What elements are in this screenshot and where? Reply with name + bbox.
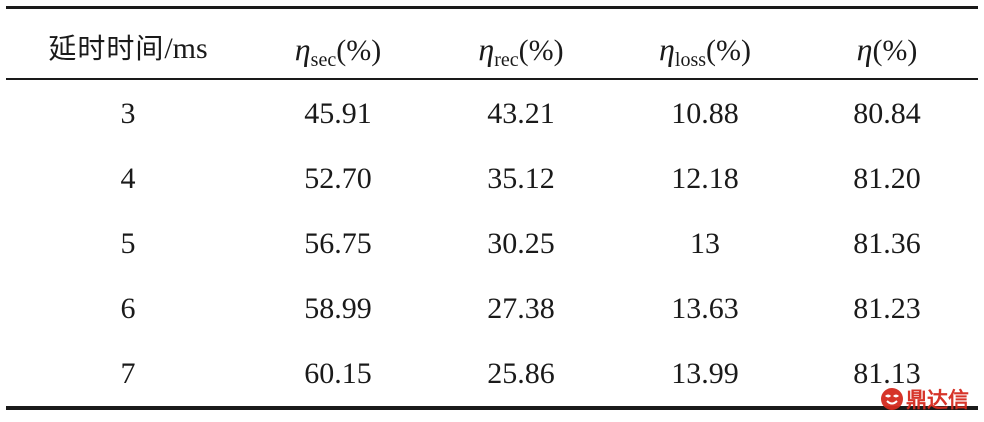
cell-eta-total: 81.23 [853, 292, 921, 325]
header-delay-time: 延时时间/ms [48, 34, 207, 64]
percent-unit: (%) [706, 34, 751, 67]
brand-logo-icon [881, 388, 903, 410]
cell-eta-loss: 13.63 [671, 292, 739, 325]
header-eta-sec: ηsec(%) [294, 31, 382, 71]
table-top-rule [6, 6, 978, 9]
cell-delay: 6 [120, 292, 136, 325]
cell-eta-rec: 35.12 [487, 162, 555, 195]
cell-eta-rec: 30.25 [487, 227, 555, 260]
eta-symbol: η [856, 31, 873, 67]
header-eta-rec: ηrec(%) [478, 31, 564, 71]
header-delay-unit: /ms [164, 32, 208, 65]
cell-eta-rec: 43.21 [487, 97, 555, 130]
percent-unit: (%) [336, 34, 382, 67]
cell-eta-loss: 13.99 [671, 357, 739, 390]
cell-eta-total: 80.84 [853, 97, 921, 130]
cell-eta-loss: 12.18 [671, 162, 739, 195]
eta-subscript: loss [674, 49, 707, 71]
table-header-rule [6, 78, 978, 80]
cell-eta-sec: 60.15 [304, 357, 372, 390]
watermark-text: 鼎达信 [906, 388, 969, 412]
percent-unit: (%) [872, 34, 918, 67]
eta-symbol: η [294, 31, 311, 67]
cell-eta-loss: 10.88 [671, 97, 739, 130]
header-eta-loss: ηloss(%) [659, 31, 751, 71]
cell-eta-rec: 25.86 [487, 357, 555, 390]
table-bottom-rule [6, 406, 978, 410]
cell-eta-total: 81.13 [853, 357, 921, 390]
cell-eta-total: 81.20 [853, 162, 921, 195]
header-delay-label: 延时时间 [48, 32, 165, 65]
cell-eta-sec: 56.75 [304, 227, 372, 260]
cell-eta-rec: 27.38 [487, 292, 555, 325]
cell-eta-total: 81.36 [853, 227, 921, 260]
eta-subscript: sec [310, 49, 337, 71]
eta-symbol: η [478, 31, 495, 67]
percent-unit: (%) [518, 34, 564, 67]
eta-subscript: rec [494, 49, 519, 71]
header-eta-total: η(%) [856, 31, 918, 67]
cell-eta-sec: 58.99 [304, 292, 372, 325]
cell-delay: 5 [120, 227, 136, 260]
eta-symbol: η [659, 31, 675, 67]
cell-eta-loss: 13 [690, 227, 720, 260]
watermark: 鼎达信 [880, 384, 969, 414]
cell-eta-sec: 45.91 [304, 97, 372, 130]
cell-eta-sec: 52.70 [304, 162, 372, 195]
cell-delay: 7 [120, 357, 136, 390]
cell-delay: 4 [120, 162, 136, 195]
cell-delay: 3 [120, 97, 136, 130]
